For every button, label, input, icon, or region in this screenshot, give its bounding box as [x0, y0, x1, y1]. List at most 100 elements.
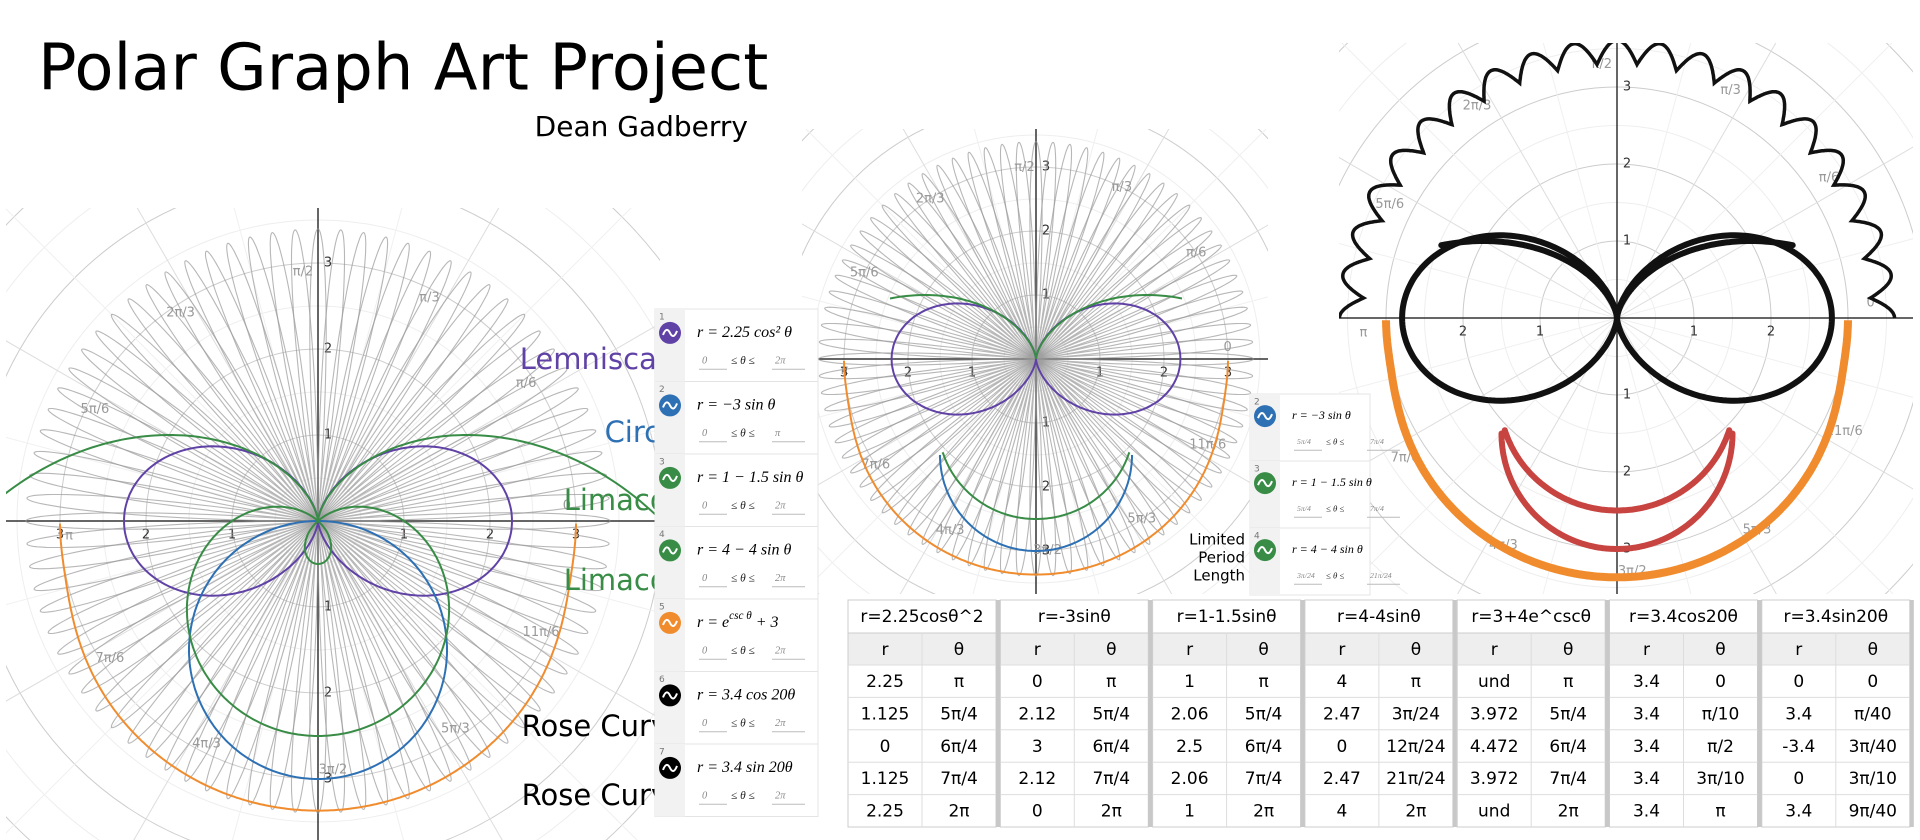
radius-label: 1 [400, 528, 408, 543]
column-header: r [1186, 640, 1193, 660]
radius-label: 2 [486, 528, 494, 543]
angle-label: 5π/3 [1127, 512, 1156, 527]
formula: r = −3 sin θ [1292, 408, 1351, 422]
table-cell: 3.972 [1470, 704, 1519, 724]
domain-high: 2π [775, 646, 786, 657]
table-cell: 3π/40 [1849, 737, 1897, 757]
domain-low: 3π/24 [1296, 571, 1315, 580]
grid-ray [1616, 43, 1777, 319]
table-title: r=2.25cosθ^2 [860, 607, 983, 627]
table-cell: 3.972 [1470, 769, 1519, 789]
table-cell: 2π [1405, 802, 1426, 822]
grid-ray [1339, 317, 1618, 394]
row-gutter [655, 526, 685, 599]
table-cell: π/2 [1707, 737, 1734, 757]
table-cell: 2π [1253, 802, 1274, 822]
domain-inequality: ≤ θ ≤ [1326, 570, 1345, 580]
column-header: θ [1715, 640, 1725, 660]
grid-ray [317, 208, 403, 522]
grid-ray [317, 520, 638, 840]
formula: r = ecsc θ + 3 [697, 609, 779, 630]
grid-ray [232, 520, 319, 840]
curve [1382, 320, 1852, 582]
grid-ray [802, 358, 1037, 594]
radius-label: 1 [1623, 388, 1631, 403]
table-cell: 0 [1715, 672, 1726, 692]
angle-label: 2π/3 [916, 191, 945, 206]
column-header: r [882, 640, 889, 660]
curve [941, 451, 1131, 520]
column-header: θ [1868, 640, 1878, 660]
domain-high: 2π [775, 791, 786, 802]
table-cell: 0 [1336, 737, 1347, 757]
column-header: θ [1258, 640, 1268, 660]
table-cell: π [1563, 672, 1573, 692]
angle-label: 11π/6 [523, 625, 560, 640]
angle-label: 3π/2 [319, 762, 348, 777]
table-cell: 2.5 [1176, 737, 1203, 757]
curve [1498, 430, 1736, 552]
formula-main: r = 1 − 1.5 sin θ [697, 469, 803, 486]
formula: r = 1 − 1.5 sin θ [1292, 475, 1372, 489]
table-cell: 0 [1793, 769, 1804, 789]
table-cell: 3.4 [1633, 769, 1660, 789]
icon-wave [1257, 479, 1273, 488]
table-cell: π [1106, 672, 1116, 692]
domain-inequality: ≤ θ ≤ [731, 645, 755, 657]
angle-label: π [1359, 326, 1367, 341]
formula: r = 4 − 4 sin θ [697, 541, 791, 558]
icon-wave [1257, 546, 1273, 555]
author: Dean Gadberry [535, 110, 748, 143]
domain-low: 0 [702, 428, 708, 439]
radius-label: 2 [324, 342, 332, 357]
angle-label: π/6 [1186, 246, 1206, 261]
domain-low: 0 [702, 356, 708, 367]
table-cell: 2π [1558, 802, 1579, 822]
table-cell: 4 [1336, 802, 1347, 822]
expression-number: 5 [659, 603, 665, 613]
table-separator [1605, 600, 1610, 827]
grid-ray [1616, 146, 1913, 319]
domain-low: 0 [702, 573, 708, 584]
column-header: r [1795, 640, 1802, 660]
grid-ray [6, 208, 319, 522]
radius-label: 2 [1042, 480, 1050, 495]
table-cell: π/40 [1854, 704, 1892, 724]
table-title: r=3+4e^cscθ [1471, 607, 1591, 627]
expression-number: 6 [659, 675, 665, 685]
table-cell: 21π/24 [1386, 769, 1445, 789]
column-header: r [1643, 640, 1650, 660]
table-cell: 2.25 [866, 672, 904, 692]
table-cell: 3π/10 [1696, 769, 1744, 789]
table-cell: 3 [1032, 737, 1043, 757]
curve [188, 520, 448, 780]
table-cell: 1.125 [861, 769, 910, 789]
domain-high: 2π [775, 718, 786, 729]
angle-label: π/3 [419, 290, 439, 305]
grid-ray [317, 322, 660, 522]
table-cell: π [1715, 802, 1725, 822]
grid-ray [1616, 238, 1913, 319]
table-cell: 1.125 [861, 704, 910, 724]
polar-graph: 0π/6π/3π/22π/35π/6π7π/64π/33π/25π/311π/6… [1339, 43, 1913, 594]
grid-ray [1616, 317, 1894, 594]
formula-main: r = 4 − 4 sin θ [697, 541, 791, 558]
table-cell: 6π/4 [1092, 737, 1130, 757]
domain-low: 5π/4 [1297, 437, 1311, 446]
domain-low: 0 [702, 501, 708, 512]
table-cell: 3.4 [1633, 672, 1660, 692]
table-separator [1452, 600, 1457, 827]
icon-wave [662, 618, 678, 627]
table-cell: 2.25 [866, 802, 904, 822]
grid-ray [317, 520, 660, 720]
grid-ray [1341, 43, 1618, 319]
angle-label: π/3 [1720, 83, 1740, 98]
angle-label: 2π/3 [1463, 98, 1492, 113]
icon-wave [662, 401, 678, 410]
grid-ray [6, 436, 319, 522]
grid-ray [133, 520, 319, 840]
angle-label: 5π/3 [441, 722, 470, 737]
table-cell: 2.06 [1171, 769, 1209, 789]
domain-inequality: ≤ θ ≤ [731, 427, 755, 439]
grid-ray [805, 129, 1037, 360]
